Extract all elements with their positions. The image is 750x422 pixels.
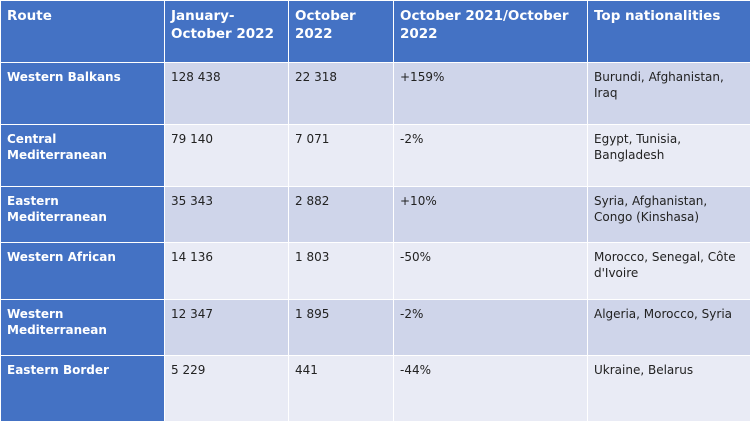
nationalities-cell: Ukraine, Belarus <box>588 356 750 422</box>
change-cell: -2% <box>394 125 588 187</box>
nationalities-cell: Algeria, Morocco, Syria <box>588 300 750 356</box>
nationalities-cell: Morocco, Senegal, Côte d'Ivoire <box>588 243 750 300</box>
jan-oct-cell: 5 229 <box>165 356 289 422</box>
jan-oct-cell: 79 140 <box>165 125 289 187</box>
oct-cell: 2 882 <box>289 187 394 243</box>
header-top-nationalities: Top nationalities <box>588 1 750 63</box>
route-cell: Western Mediterranean <box>1 300 165 356</box>
oct-cell: 1 895 <box>289 300 394 356</box>
table-row: Central Mediterranean 79 140 7 071 -2% E… <box>1 125 750 187</box>
jan-oct-cell: 35 343 <box>165 187 289 243</box>
route-cell: Western African <box>1 243 165 300</box>
jan-oct-cell: 12 347 <box>165 300 289 356</box>
header-oct-2022: October 2022 <box>289 1 394 63</box>
header-route: Route <box>1 1 165 63</box>
change-cell: +10% <box>394 187 588 243</box>
route-cell: Eastern Mediterranean <box>1 187 165 243</box>
nationalities-cell: Burundi, Afghanistan, Iraq <box>588 63 750 125</box>
jan-oct-cell: 128 438 <box>165 63 289 125</box>
table-row: Eastern Mediterranean 35 343 2 882 +10% … <box>1 187 750 243</box>
route-cell: Eastern Border <box>1 356 165 422</box>
table-row: Eastern Border 5 229 441 -44% Ukraine, B… <box>1 356 750 422</box>
table-row: Western Balkans 128 438 22 318 +159% Bur… <box>1 63 750 125</box>
change-cell: -44% <box>394 356 588 422</box>
change-cell: -2% <box>394 300 588 356</box>
header-row: Route January-October 2022 October 2022 … <box>1 1 750 63</box>
header-jan-oct-2022: January-October 2022 <box>165 1 289 63</box>
oct-cell: 7 071 <box>289 125 394 187</box>
nationalities-cell: Syria, Afghanistan, Congo (Kinshasa) <box>588 187 750 243</box>
change-cell: -50% <box>394 243 588 300</box>
table-row: Western Mediterranean 12 347 1 895 -2% A… <box>1 300 750 356</box>
oct-cell: 441 <box>289 356 394 422</box>
route-cell: Western Balkans <box>1 63 165 125</box>
oct-cell: 1 803 <box>289 243 394 300</box>
route-cell: Central Mediterranean <box>1 125 165 187</box>
oct-cell: 22 318 <box>289 63 394 125</box>
change-cell: +159% <box>394 63 588 125</box>
header-change: October 2021/October 2022 <box>394 1 588 63</box>
table-row: Western African 14 136 1 803 -50% Morocc… <box>1 243 750 300</box>
nationalities-cell: Egypt, Tunisia, Bangladesh <box>588 125 750 187</box>
jan-oct-cell: 14 136 <box>165 243 289 300</box>
